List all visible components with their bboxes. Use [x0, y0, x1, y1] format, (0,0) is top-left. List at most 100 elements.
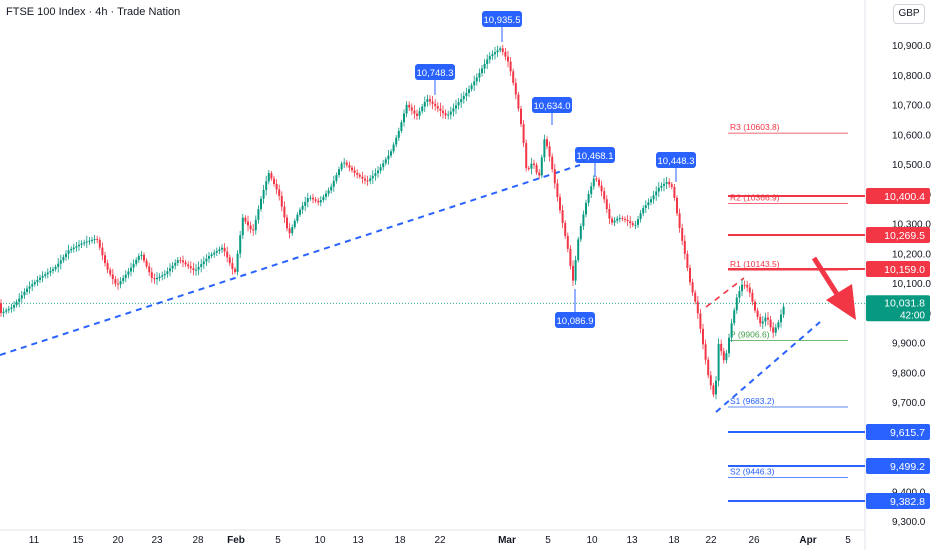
- candle-body: [2, 311, 5, 314]
- candle-body: [148, 266, 151, 273]
- candle-body: [769, 319, 772, 328]
- x-tick-label: 13: [352, 535, 364, 546]
- candle-body: [371, 175, 374, 179]
- candle-body: [590, 186, 593, 195]
- candle-body: [384, 159, 387, 164]
- candle-body: [564, 223, 567, 236]
- currency-badge[interactable]: GBP: [893, 4, 925, 24]
- candle-body: [410, 107, 413, 111]
- candle-body: [673, 186, 676, 198]
- candle-body: [538, 172, 541, 176]
- candle-body: [0, 303, 2, 314]
- candle-body: [208, 256, 210, 259]
- y-tick-label: 10,100.0: [892, 279, 931, 290]
- candle-body: [460, 99, 463, 103]
- candle-body: [457, 102, 460, 106]
- support-badge: [866, 493, 930, 509]
- support-badge: [866, 458, 930, 474]
- candle-body: [569, 248, 572, 266]
- candle-body: [31, 284, 34, 287]
- candle-body: [163, 273, 166, 276]
- candle-body: [189, 266, 192, 269]
- candle-body: [41, 275, 44, 278]
- candle-body: [322, 196, 325, 201]
- candle-body: [52, 269, 54, 271]
- candle-body: [70, 248, 73, 251]
- candle-body: [579, 226, 582, 240]
- trendline-short: [715, 321, 821, 413]
- candle-body: [249, 225, 252, 230]
- pivot-label: S2 (9446.3): [730, 466, 775, 476]
- candle-body: [137, 256, 140, 260]
- candle-body: [364, 178, 366, 181]
- candle-body: [494, 52, 496, 55]
- candle-body: [621, 217, 624, 219]
- resistance-badge: [866, 261, 930, 277]
- candle-body: [400, 122, 403, 131]
- candle-body: [436, 106, 439, 109]
- candle-body: [231, 263, 234, 269]
- chart-title: FTSE 100 Index · 4h · Trade Nation: [6, 6, 181, 18]
- candle-body: [44, 274, 47, 276]
- candle-body: [429, 99, 431, 102]
- candle-body: [83, 242, 86, 244]
- candle-body: [257, 209, 260, 220]
- candle-body: [660, 185, 663, 188]
- candle-body: [733, 310, 736, 324]
- candle-body: [187, 264, 190, 267]
- candle-body: [226, 251, 229, 258]
- candle-body: [683, 240, 686, 254]
- candle-body: [465, 92, 468, 97]
- candle-body: [304, 201, 307, 206]
- candle-body: [244, 217, 247, 222]
- candle-body: [377, 170, 379, 174]
- candle-body: [405, 104, 408, 114]
- candle-body: [478, 73, 481, 78]
- candle-body: [306, 198, 309, 202]
- candle-body: [507, 56, 509, 62]
- candle-body: [452, 108, 455, 112]
- candle-body: [559, 197, 561, 211]
- candle-body: [275, 183, 278, 190]
- y-tick-label: 10,200.0: [892, 249, 931, 260]
- candle-body: [442, 110, 444, 114]
- candle-body: [273, 178, 275, 184]
- candle-body: [423, 101, 426, 107]
- candle-body: [637, 219, 639, 225]
- candle-body: [382, 163, 385, 168]
- candle-body: [530, 163, 533, 169]
- candle-body: [546, 139, 548, 147]
- x-tick-label: 5: [545, 535, 551, 546]
- peak-label: 10,448.3: [658, 156, 695, 167]
- candle-body: [756, 310, 759, 317]
- candle-body: [174, 262, 177, 266]
- candle-body: [639, 213, 642, 220]
- candle-body: [647, 202, 650, 206]
- candle-body: [62, 257, 65, 261]
- candle-body: [91, 239, 93, 241]
- x-tick-label: 26: [748, 535, 760, 546]
- candle-body: [574, 259, 577, 281]
- candle-body: [241, 217, 244, 236]
- candle-body: [395, 137, 398, 145]
- candle-body: [288, 228, 291, 234]
- candle-body: [319, 200, 322, 203]
- candle-body: [88, 240, 91, 242]
- candle-body: [348, 165, 351, 168]
- candle-body: [293, 220, 296, 228]
- candle-body: [130, 267, 132, 272]
- candle-body: [340, 163, 343, 170]
- candle-body: [608, 208, 611, 219]
- candle-body: [5, 310, 8, 312]
- x-tick-label: 10: [586, 535, 598, 546]
- candle-body: [13, 305, 15, 308]
- candle-body: [119, 281, 122, 285]
- candle-body: [111, 274, 114, 280]
- candle-body: [93, 239, 96, 241]
- candle-body: [426, 99, 429, 102]
- candle-body: [150, 272, 153, 279]
- candle-body: [587, 194, 590, 203]
- candle-body: [611, 218, 613, 223]
